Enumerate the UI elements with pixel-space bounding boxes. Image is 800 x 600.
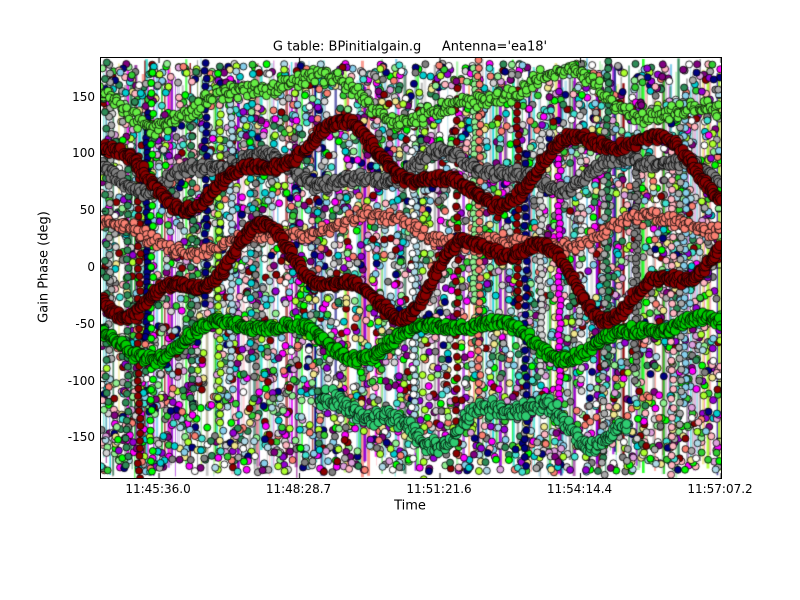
- y-axis-label: Gain Phase (deg): [36, 211, 52, 323]
- x-tick-label: 11:51:21.6: [406, 482, 472, 496]
- y-tick-label: -100: [67, 373, 95, 388]
- y-tick-label: 150: [72, 89, 95, 104]
- plot-area: [100, 57, 722, 479]
- y-tick-labels: 150 100 50 0 -50 -100 -150: [55, 57, 95, 477]
- x-axis-label: Time: [394, 498, 426, 514]
- x-tick-label: 11:57:07.2: [687, 482, 753, 496]
- scatter-canvas: [101, 58, 721, 478]
- y-tick-label: 50: [79, 203, 95, 218]
- x-tick-label: 11:45:36.0: [125, 482, 191, 496]
- x-tick-labels: 11:45:36.0 11:48:28.7 11:51:21.6 11:54:14.4…: [100, 482, 752, 498]
- x-tick-label: 11:54:14.4: [546, 482, 613, 496]
- y-tick-label: -50: [75, 316, 95, 331]
- y-tick-label: -150: [67, 430, 95, 445]
- y-tick-label: 0: [87, 260, 95, 274]
- y-tick-label: 100: [72, 146, 95, 161]
- x-tick-label: 11:48:28.7: [265, 482, 332, 496]
- chart-title: G table: BPinitialgain.g Antenna='ea18': [272, 39, 548, 55]
